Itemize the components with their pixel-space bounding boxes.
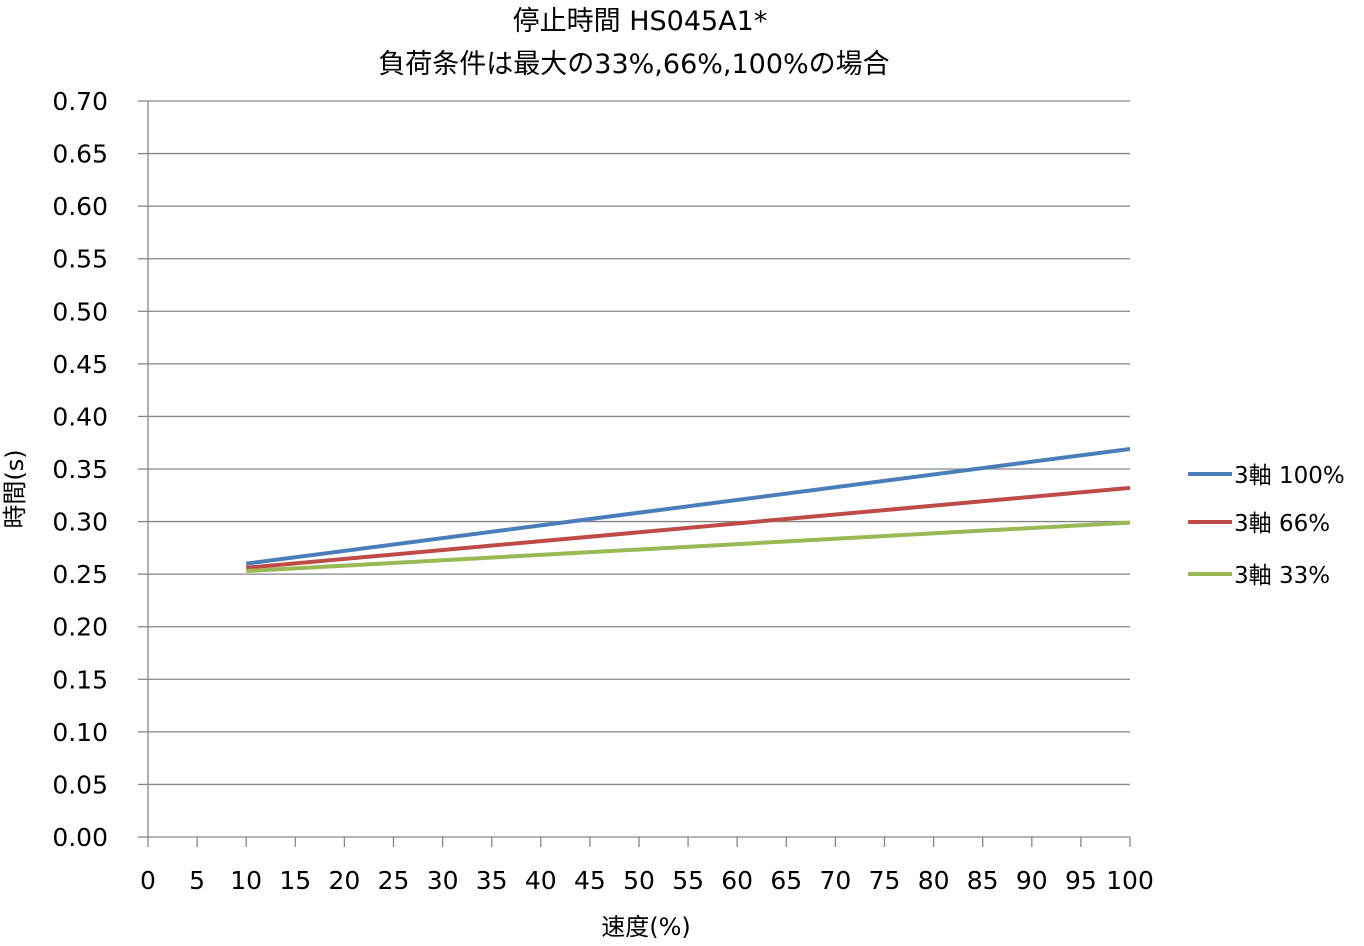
y-tick-label: 0.05: [52, 770, 108, 799]
x-tick-label: 55: [672, 866, 704, 895]
y-tick-label: 0.45: [52, 350, 108, 379]
x-tick-label: 10: [230, 866, 262, 895]
chart-subtitle: 負荷条件は最大の33%,66%,100%の場合: [378, 49, 889, 80]
y-tick-label: 0.50: [52, 297, 108, 326]
series-lines: [245, 447, 1131, 573]
y-axis-title: 時間(s): [1, 449, 29, 528]
x-tick-label: 5: [189, 866, 205, 895]
x-tick-label: 75: [869, 866, 901, 895]
x-axis-title: 速度(%): [601, 913, 691, 941]
x-tick-label: 20: [328, 866, 360, 895]
series-line-0: [245, 447, 1131, 566]
y-tick-label: 0.25: [52, 560, 108, 589]
x-tick-label: 0: [140, 866, 156, 895]
axes: [138, 100, 1131, 847]
series-line-2: [246, 520, 1131, 573]
y-tick-label: 0.20: [52, 613, 108, 642]
y-tick-label: 0.55: [52, 245, 108, 274]
grid-lines: [148, 100, 1130, 786]
x-tick-labels: 0 5 10 15 20 25 30 35 40 45 50 55 60 65 70 75 80 85 90 95 10…: [140, 866, 1154, 895]
chart-title: 停止時間 HS045A1*: [513, 6, 768, 37]
legend-label-0: 3軸 100%: [1234, 463, 1345, 489]
y-tick-label: 0.40: [52, 402, 108, 431]
x-tick-label: 35: [476, 866, 508, 895]
y-tick-labels: 0.00 0.05 0.10 0.15 0.20 0.25 0.30 0.35 0.40 0.45…: [52, 87, 108, 852]
x-tick-label: 60: [721, 866, 753, 895]
x-tick-label: 85: [967, 866, 999, 895]
y-tick-label: 0.10: [52, 718, 108, 747]
y-tick-label: 0.60: [52, 192, 108, 221]
x-tick-label: 50: [623, 866, 655, 895]
series-line-1: [246, 485, 1131, 570]
x-tick-label: 15: [279, 866, 311, 895]
y-tick-label: 0.15: [52, 665, 108, 694]
y-tick-label: 0.65: [52, 140, 108, 169]
x-tick-label: 30: [427, 866, 459, 895]
x-tick-label: 90: [1016, 866, 1048, 895]
x-tick-label: 70: [819, 866, 851, 895]
y-tick-label: 0.35: [52, 455, 108, 484]
x-tick-label: 40: [525, 866, 557, 895]
y-tick-label: 0.00: [52, 823, 108, 852]
x-tick-label: 80: [918, 866, 950, 895]
x-tick-label: 100: [1106, 866, 1154, 895]
x-tick-label: 25: [378, 866, 410, 895]
legend: 3軸 100% 3軸 66% 3軸 33%: [1188, 463, 1345, 589]
x-tick-label: 45: [574, 866, 606, 895]
y-tick-label: 0.70: [52, 87, 108, 116]
y-tick-label: 0.30: [52, 508, 108, 537]
x-tick-label: 65: [770, 866, 802, 895]
legend-label-1: 3軸 66%: [1234, 511, 1330, 537]
legend-label-2: 3軸 33%: [1234, 563, 1330, 589]
x-tick-label: 95: [1065, 866, 1097, 895]
